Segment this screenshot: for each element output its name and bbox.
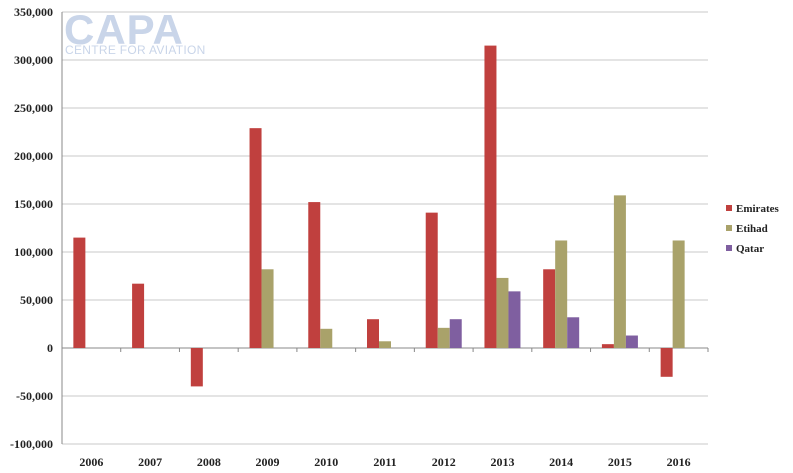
y-tick-label: 100,000 xyxy=(14,245,53,259)
bar-etihad-2016 xyxy=(672,240,685,348)
legend-label-etihad: Etihad xyxy=(736,223,768,235)
legend-swatch-emirates xyxy=(726,205,732,211)
bars xyxy=(73,45,685,387)
x-axis-ticks: 2006 2007 2008 2009 2010 2011 2012 2013 2014 2015… xyxy=(79,455,690,469)
y-tick-label: 250,000 xyxy=(14,101,53,115)
y-tick-label: 50,000 xyxy=(20,293,53,307)
x-tick-label: 2006 xyxy=(79,455,103,469)
bar-etihad-2009 xyxy=(261,269,274,348)
bar-etihad-2010 xyxy=(320,328,333,348)
x-tick-label: 2011 xyxy=(373,455,396,469)
y-tick-label: 150,000 xyxy=(14,197,53,211)
x-tick-label: 2008 xyxy=(197,455,221,469)
bar-etihad-2012 xyxy=(437,327,450,348)
y-tick-label: 200,000 xyxy=(14,149,53,163)
capa-logo: CAPA CENTRE FOR AVIATION xyxy=(64,6,206,57)
x-tick-label: 2007 xyxy=(138,455,162,469)
bar-etihad-2015 xyxy=(613,195,626,348)
bar-emirates-2006 xyxy=(73,237,86,348)
bar-emirates-2012 xyxy=(425,212,438,348)
x-tick-label: 2015 xyxy=(608,455,632,469)
bar-etihad-2011 xyxy=(379,341,391,348)
legend-swatch-qatar xyxy=(726,245,732,251)
logo-title: CAPA xyxy=(64,6,184,53)
legend-label-qatar: Qatar xyxy=(736,243,764,255)
legend-swatch-etihad xyxy=(726,225,732,231)
bar-qatar-2014 xyxy=(567,317,580,348)
y-axis-ticks: -100,000 -50,000 0 50,000 100,000 150,000 200,… xyxy=(10,5,53,451)
legend: Emirates Etihad Qatar xyxy=(726,203,779,255)
bar-etihad-2013 xyxy=(496,277,509,348)
bar-emirates-2009 xyxy=(249,128,262,348)
bar-qatar-2013 xyxy=(508,291,521,348)
x-tick-label: 2014 xyxy=(549,455,573,469)
bar-emirates-2014 xyxy=(543,269,556,348)
axes xyxy=(61,12,709,444)
bar-emirates-2011 xyxy=(367,319,379,348)
bar-emirates-2016 xyxy=(660,348,673,377)
bar-qatar-2012 xyxy=(449,319,462,348)
y-tick-label: 300,000 xyxy=(14,53,53,67)
bar-qatar-2015 xyxy=(625,335,638,348)
bar-emirates-2010 xyxy=(308,202,321,348)
x-tick-label: 2009 xyxy=(256,455,280,469)
bar-etihad-2014 xyxy=(555,240,568,348)
bar-emirates-2013 xyxy=(484,45,497,348)
y-tick-label: 0 xyxy=(47,341,53,355)
bar-emirates-2015 xyxy=(601,344,614,348)
x-tick-label: 2013 xyxy=(490,455,514,469)
y-tick-label: -50,000 xyxy=(16,389,53,403)
x-tick-label: 2012 xyxy=(432,455,456,469)
y-tick-label: 350,000 xyxy=(14,5,53,19)
gridlines xyxy=(62,11,708,445)
bar-emirates-2007 xyxy=(132,283,145,348)
x-tick-label: 2010 xyxy=(314,455,338,469)
logo-subtitle: CENTRE FOR AVIATION xyxy=(65,43,206,57)
y-tick-label: -100,000 xyxy=(10,437,53,451)
legend-label-emirates: Emirates xyxy=(736,203,779,215)
x-tick-label: 2016 xyxy=(667,455,691,469)
bar-emirates-2008 xyxy=(190,348,203,387)
